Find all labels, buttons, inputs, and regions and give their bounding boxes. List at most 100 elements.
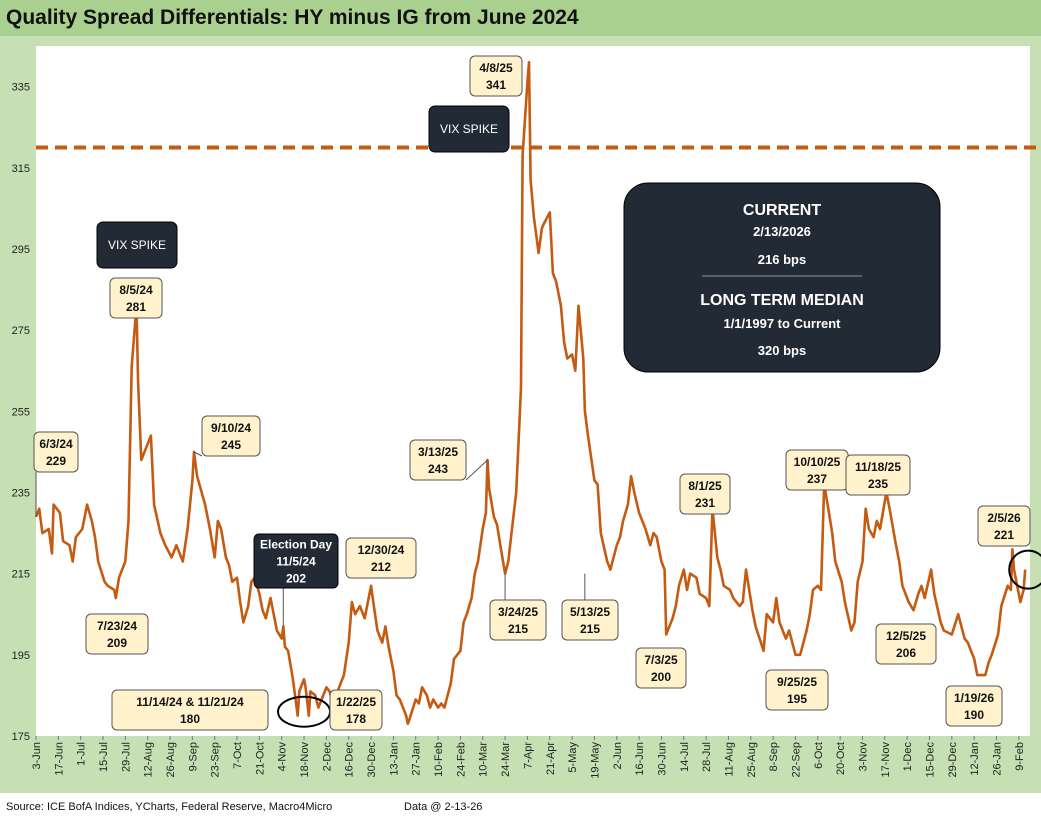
callout-box [428,105,510,153]
annotation-label: 10/10/25 237 [785,449,849,491]
annotation-box [111,689,269,731]
x-tick-label: 25-Aug [746,742,758,777]
x-tick-label: 9-Sep [187,742,199,771]
annotation-text: 3/24/25 [498,605,538,619]
annotation-label: 7/3/25 200 [635,647,687,689]
x-tick-label: 12-Aug [143,742,155,777]
footer [0,793,1041,818]
y-tick-label: 195 [12,650,30,662]
x-tick-label: 2-Jun [612,742,624,770]
annotation-label: 7/23/24 209 [85,613,149,655]
x-tick-label: 23-Sep [210,742,222,777]
annotation-text: 178 [346,712,366,726]
annotation-text: 11/14/24 & 11/21/24 [136,695,244,709]
annotation-label: 1/19/26 190 [945,685,1003,727]
annotation-label: 3/24/25 215 [489,599,547,641]
x-tick-label: 1-Dec [902,742,914,772]
y-tick-label: 255 [12,406,30,418]
annotation-box [945,685,1003,727]
annotation-box [977,505,1031,547]
data-date-note: Data @ 2-13-26 [404,801,483,813]
x-tick-label: 7-Oct [232,742,244,769]
x-tick-label: 7-Apr [522,742,534,769]
x-tick-label: 24-Mar [500,742,512,777]
source-note: Source: ICE BofA Indices, YCharts, Feder… [6,801,333,813]
median-range: 1/1/1997 to Current [723,316,841,331]
callout-text: VIX SPIKE [440,122,498,136]
annotation-text: 6/3/24 [39,437,73,451]
x-tick-label: 10-Mar [478,742,490,777]
annotation-text: 245 [221,438,241,452]
annotation-label: 3/13/25 243 [409,439,467,481]
y-tick-label: 175 [12,731,30,743]
y-tick-label: 215 [12,569,30,581]
x-tick-label: 21-Oct [254,742,266,775]
annotation-text: 237 [807,472,827,486]
annotation-label: 1/22/25 178 [329,689,383,731]
annotation-text: 3/13/25 [418,445,458,459]
x-tick-label: 15-Dec [924,742,936,778]
x-tick-label: 18-Nov [299,742,311,778]
annotation-label: 5/13/25 215 [561,599,619,641]
annotation-box [845,454,911,496]
x-tick-label: 8-Sep [768,742,780,771]
x-tick-label: 16-Dec [344,742,356,778]
annotation-box [489,599,547,641]
annotation-text: 12/5/25 [886,629,926,643]
annotation-text: 7/23/24 [97,619,137,633]
annotation-box [561,599,619,641]
annotation-text: 215 [508,622,528,636]
x-tick-label: 4-Nov [277,742,289,772]
x-tick-label: 29-Jul [120,742,132,772]
annotation-text: 243 [428,462,448,476]
x-tick-label: 3-Jun [31,742,43,770]
vix-spike-callout: VIX SPIKE [96,221,178,269]
annotation-text: 206 [896,646,916,660]
annotation-box [679,473,731,515]
x-tick-label: 5-May [567,742,579,773]
y-tick-label: 295 [12,244,30,256]
x-tick-label: 26-Aug [165,742,177,777]
x-tick-label: 3-Nov [857,742,869,772]
x-tick-label: 29-Dec [947,742,959,778]
annotation-text: 221 [994,528,1014,542]
callout-text: VIX SPIKE [108,238,166,252]
annotation-text: 2/5/26 [987,511,1021,525]
annotation-box [85,613,149,655]
y-tick-label: 335 [12,82,30,94]
annotation-text: 4/8/25 [479,61,513,75]
annotation-text: 12/30/24 [358,543,405,557]
annotation-box [469,55,523,97]
annotation-box [33,431,79,473]
annotation-box [109,277,163,319]
x-tick-label: 10-Feb [433,742,445,777]
annotation-box [345,537,417,579]
annotation-box [409,439,467,481]
x-tick-label: 1-Jul [76,742,88,766]
callout-box [96,221,178,269]
x-tick-label: 22-Sep [790,742,802,777]
x-tick-label: 16-Jun [634,742,646,776]
median-title: LONG TERM MEDIAN [700,292,864,309]
annotation-label: 9/10/24 245 [201,415,261,457]
current-date: 2/13/2026 [753,224,811,239]
x-tick-label: 24-Feb [455,742,467,777]
annotation-text: 11/5/24 [276,555,316,569]
annotation-box [253,533,339,589]
annotation-text: 7/3/25 [644,653,678,667]
annotation-leader [465,459,488,481]
vix-spike-callout: VIX SPIKE [428,105,510,153]
annotation-label: 11/14/24 & 11/21/24 180 [111,689,269,731]
x-tick-label: 21-Apr [545,742,557,775]
annotation-text: 341 [486,78,506,92]
annotation-text: 5/13/25 [570,605,610,619]
annotation-text: 9/10/24 [211,421,251,435]
annotation-text: 8/5/24 [119,283,153,297]
annotation-box [201,415,261,457]
annotation-label: 2/5/26 221 [977,505,1031,547]
x-tick-label: 9-Feb [1014,742,1026,771]
x-tick-label: 26-Jan [991,742,1003,776]
annotation-label: 9/25/25 195 [765,669,829,711]
